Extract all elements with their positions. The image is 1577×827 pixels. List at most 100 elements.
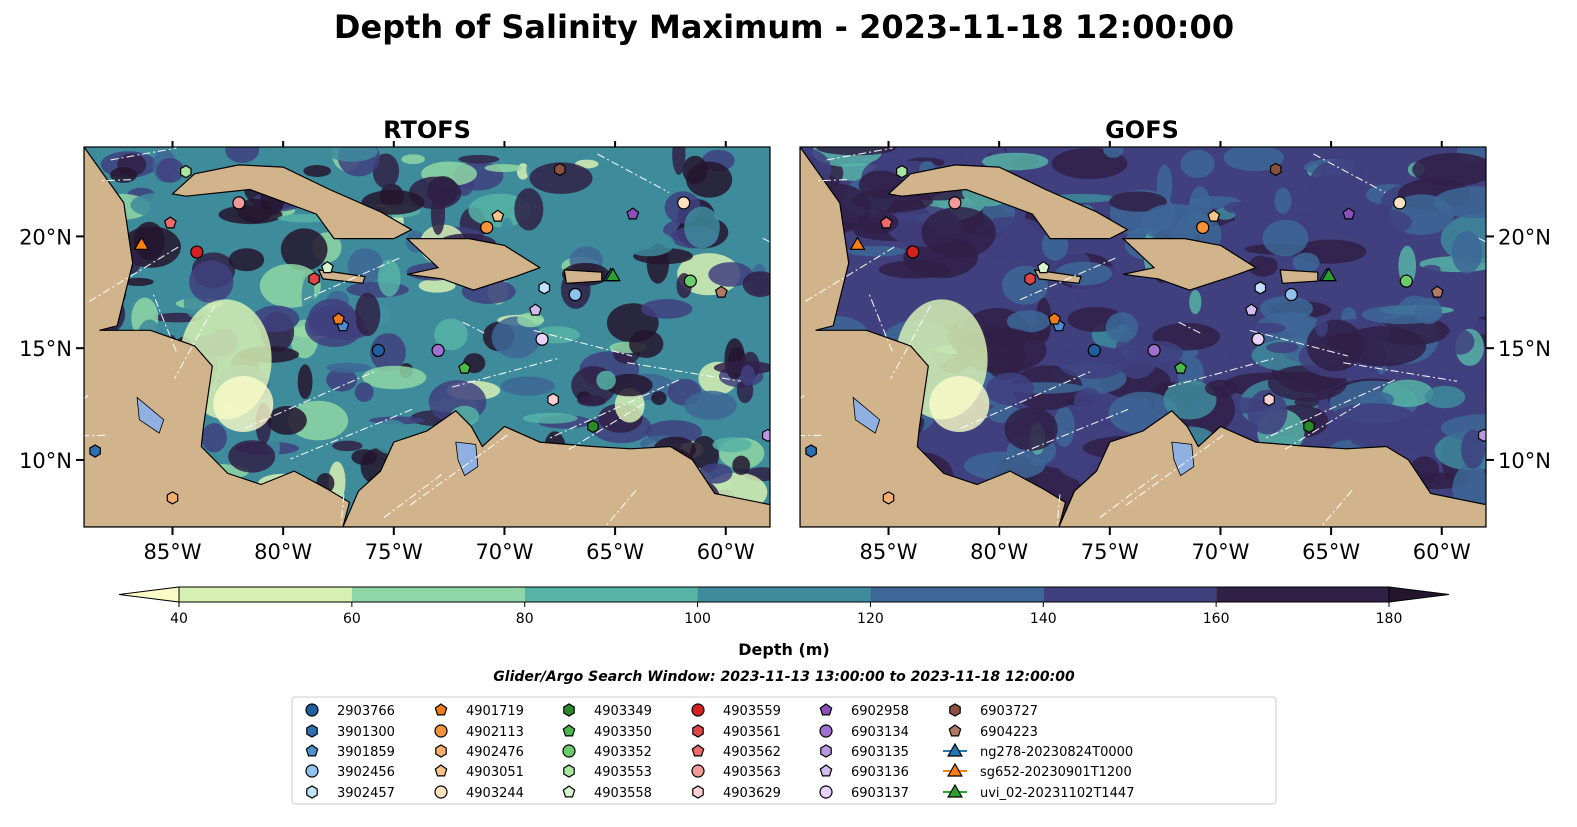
marker-4902113[interactable] bbox=[480, 220, 494, 235]
marker-6903135[interactable] bbox=[1477, 428, 1489, 443]
marker-3901300[interactable] bbox=[805, 444, 817, 458]
marker-4903558[interactable] bbox=[1036, 260, 1050, 274]
eez-boundary bbox=[89, 245, 181, 302]
legend: 2903766 3901300 3901859 3902456 3902457 49017… bbox=[291, 696, 1277, 805]
map-panel-rtofs[interactable]: RTOFS 85°W 80°W 75°W 70°W 65°W 60°W 20°N 15°N 1… bbox=[0, 116, 854, 577]
legend-entry: 4902476 bbox=[435, 744, 524, 760]
marker-uvi_02-20231102T1447[interactable] bbox=[604, 267, 621, 282]
eez-boundary bbox=[890, 305, 932, 379]
marker-sg652-20230901T1200[interactable] bbox=[849, 236, 866, 250]
depth-blob bbox=[326, 368, 358, 392]
depth-blob bbox=[156, 158, 185, 183]
colorbar-tick-label: 100 bbox=[684, 611, 711, 627]
marker-3902456[interactable] bbox=[568, 287, 582, 302]
depth-blob bbox=[964, 451, 1046, 481]
marker-3902457[interactable] bbox=[538, 281, 551, 295]
marker-6903137[interactable] bbox=[535, 332, 549, 346]
legend-marker-4901719 bbox=[434, 703, 448, 716]
marker-6903137[interactable] bbox=[1251, 332, 1265, 346]
legend-marker-6903727 bbox=[949, 703, 961, 717]
marker-3901300[interactable] bbox=[89, 444, 101, 458]
marker-6903136[interactable] bbox=[528, 303, 542, 316]
marker-3902456[interactable] bbox=[1284, 287, 1298, 302]
legend-entry: 3902457 bbox=[306, 785, 395, 801]
marker-4903559[interactable] bbox=[190, 245, 204, 259]
marker-6903134[interactable] bbox=[431, 343, 445, 358]
depth-blob bbox=[1274, 187, 1292, 214]
marker-6903134[interactable] bbox=[1147, 343, 1161, 358]
legend-marker-3901300 bbox=[306, 724, 318, 738]
marker-6903135[interactable] bbox=[761, 428, 773, 443]
legend-entry: 6902958 bbox=[819, 703, 909, 719]
depth-blob bbox=[684, 206, 720, 249]
depth-blob bbox=[986, 372, 1034, 406]
legend-entry: 4903553 bbox=[563, 764, 652, 780]
landmass bbox=[405, 238, 542, 291]
marker-4903559[interactable] bbox=[906, 245, 920, 259]
marker-6904223[interactable] bbox=[714, 285, 728, 298]
marker-4903349[interactable] bbox=[587, 419, 599, 434]
eez-boundary bbox=[1019, 256, 1118, 301]
marker-4903563[interactable] bbox=[232, 196, 246, 210]
landmass bbox=[1033, 269, 1082, 285]
marker-4901719[interactable] bbox=[1048, 312, 1061, 325]
depth-blob bbox=[623, 230, 675, 257]
marker-6902958[interactable] bbox=[1342, 207, 1356, 220]
marker-4903561[interactable] bbox=[308, 272, 320, 286]
legend-label: 3901859 bbox=[337, 745, 395, 760]
map-panel-gofs[interactable]: GOFS 85°W 80°W 75°W 70°W 65°W 60°W 20°N 15°N 10… bbox=[686, 116, 1570, 577]
legend-label: 2903766 bbox=[337, 704, 395, 719]
marker-4903352[interactable] bbox=[683, 274, 697, 288]
colorbar-tick-label: 40 bbox=[170, 611, 188, 627]
marker-uvi_02-20231102T1447[interactable] bbox=[1320, 267, 1337, 282]
colorbar-label: Depth (m) bbox=[738, 640, 830, 659]
legend-marker-2903766 bbox=[305, 703, 319, 717]
eez-boundary bbox=[1265, 379, 1396, 439]
marker-4903629[interactable] bbox=[1263, 392, 1275, 407]
eez-boundary bbox=[174, 305, 216, 379]
depth-blob bbox=[1330, 207, 1413, 238]
marker-3902457[interactable] bbox=[1254, 281, 1267, 295]
legend-marker-6903135 bbox=[820, 744, 832, 758]
observation-markers-gofs[interactable] bbox=[805, 162, 1489, 505]
marker-4903553[interactable] bbox=[895, 164, 908, 179]
marker-4901719[interactable] bbox=[332, 312, 345, 325]
marker-2903766[interactable] bbox=[371, 343, 385, 358]
marker-4903562[interactable] bbox=[879, 216, 893, 229]
legend-label: 4902113 bbox=[466, 725, 524, 740]
colorbar-segment bbox=[1043, 587, 1217, 602]
marker-4902476[interactable] bbox=[882, 491, 895, 505]
marker-4903244[interactable] bbox=[677, 196, 691, 210]
marker-6904223[interactable] bbox=[1430, 285, 1444, 298]
marker-4903051[interactable] bbox=[1207, 209, 1221, 222]
eez-boundary bbox=[84, 434, 106, 437]
marker-4903051[interactable] bbox=[491, 209, 505, 222]
marker-4903349[interactable] bbox=[1303, 419, 1315, 434]
marker-4903350[interactable] bbox=[458, 361, 472, 374]
marker-4903352[interactable] bbox=[1399, 274, 1413, 288]
marker-4903629[interactable] bbox=[547, 392, 559, 407]
marker-4903244[interactable] bbox=[1393, 196, 1407, 210]
eez-boundary bbox=[1056, 494, 1061, 527]
observation-markers-rtofs[interactable] bbox=[89, 162, 773, 505]
marker-4903558[interactable] bbox=[320, 260, 334, 274]
depth-blob bbox=[577, 395, 607, 407]
depth-blob bbox=[1105, 312, 1138, 343]
marker-2903766[interactable] bbox=[1087, 343, 1101, 358]
marker-4903350[interactable] bbox=[1174, 361, 1188, 374]
marker-6902958[interactable] bbox=[626, 207, 640, 220]
marker-4902476[interactable] bbox=[166, 491, 179, 505]
marker-6903136[interactable] bbox=[1244, 303, 1258, 316]
legend-label: 4903352 bbox=[594, 745, 652, 760]
marker-4903561[interactable] bbox=[1024, 272, 1036, 286]
eez-boundary bbox=[960, 371, 1091, 429]
legend-label: 3901300 bbox=[337, 725, 395, 740]
marker-4903563[interactable] bbox=[948, 196, 962, 210]
marker-6903727[interactable] bbox=[1269, 162, 1282, 177]
depth-blob bbox=[1421, 264, 1441, 274]
marker-sg652-20230901T1200[interactable] bbox=[133, 236, 150, 250]
marker-4903553[interactable] bbox=[180, 164, 192, 179]
marker-4902113[interactable] bbox=[1196, 220, 1210, 235]
marker-4903562[interactable] bbox=[163, 216, 177, 229]
marker-6903727[interactable] bbox=[553, 162, 566, 177]
